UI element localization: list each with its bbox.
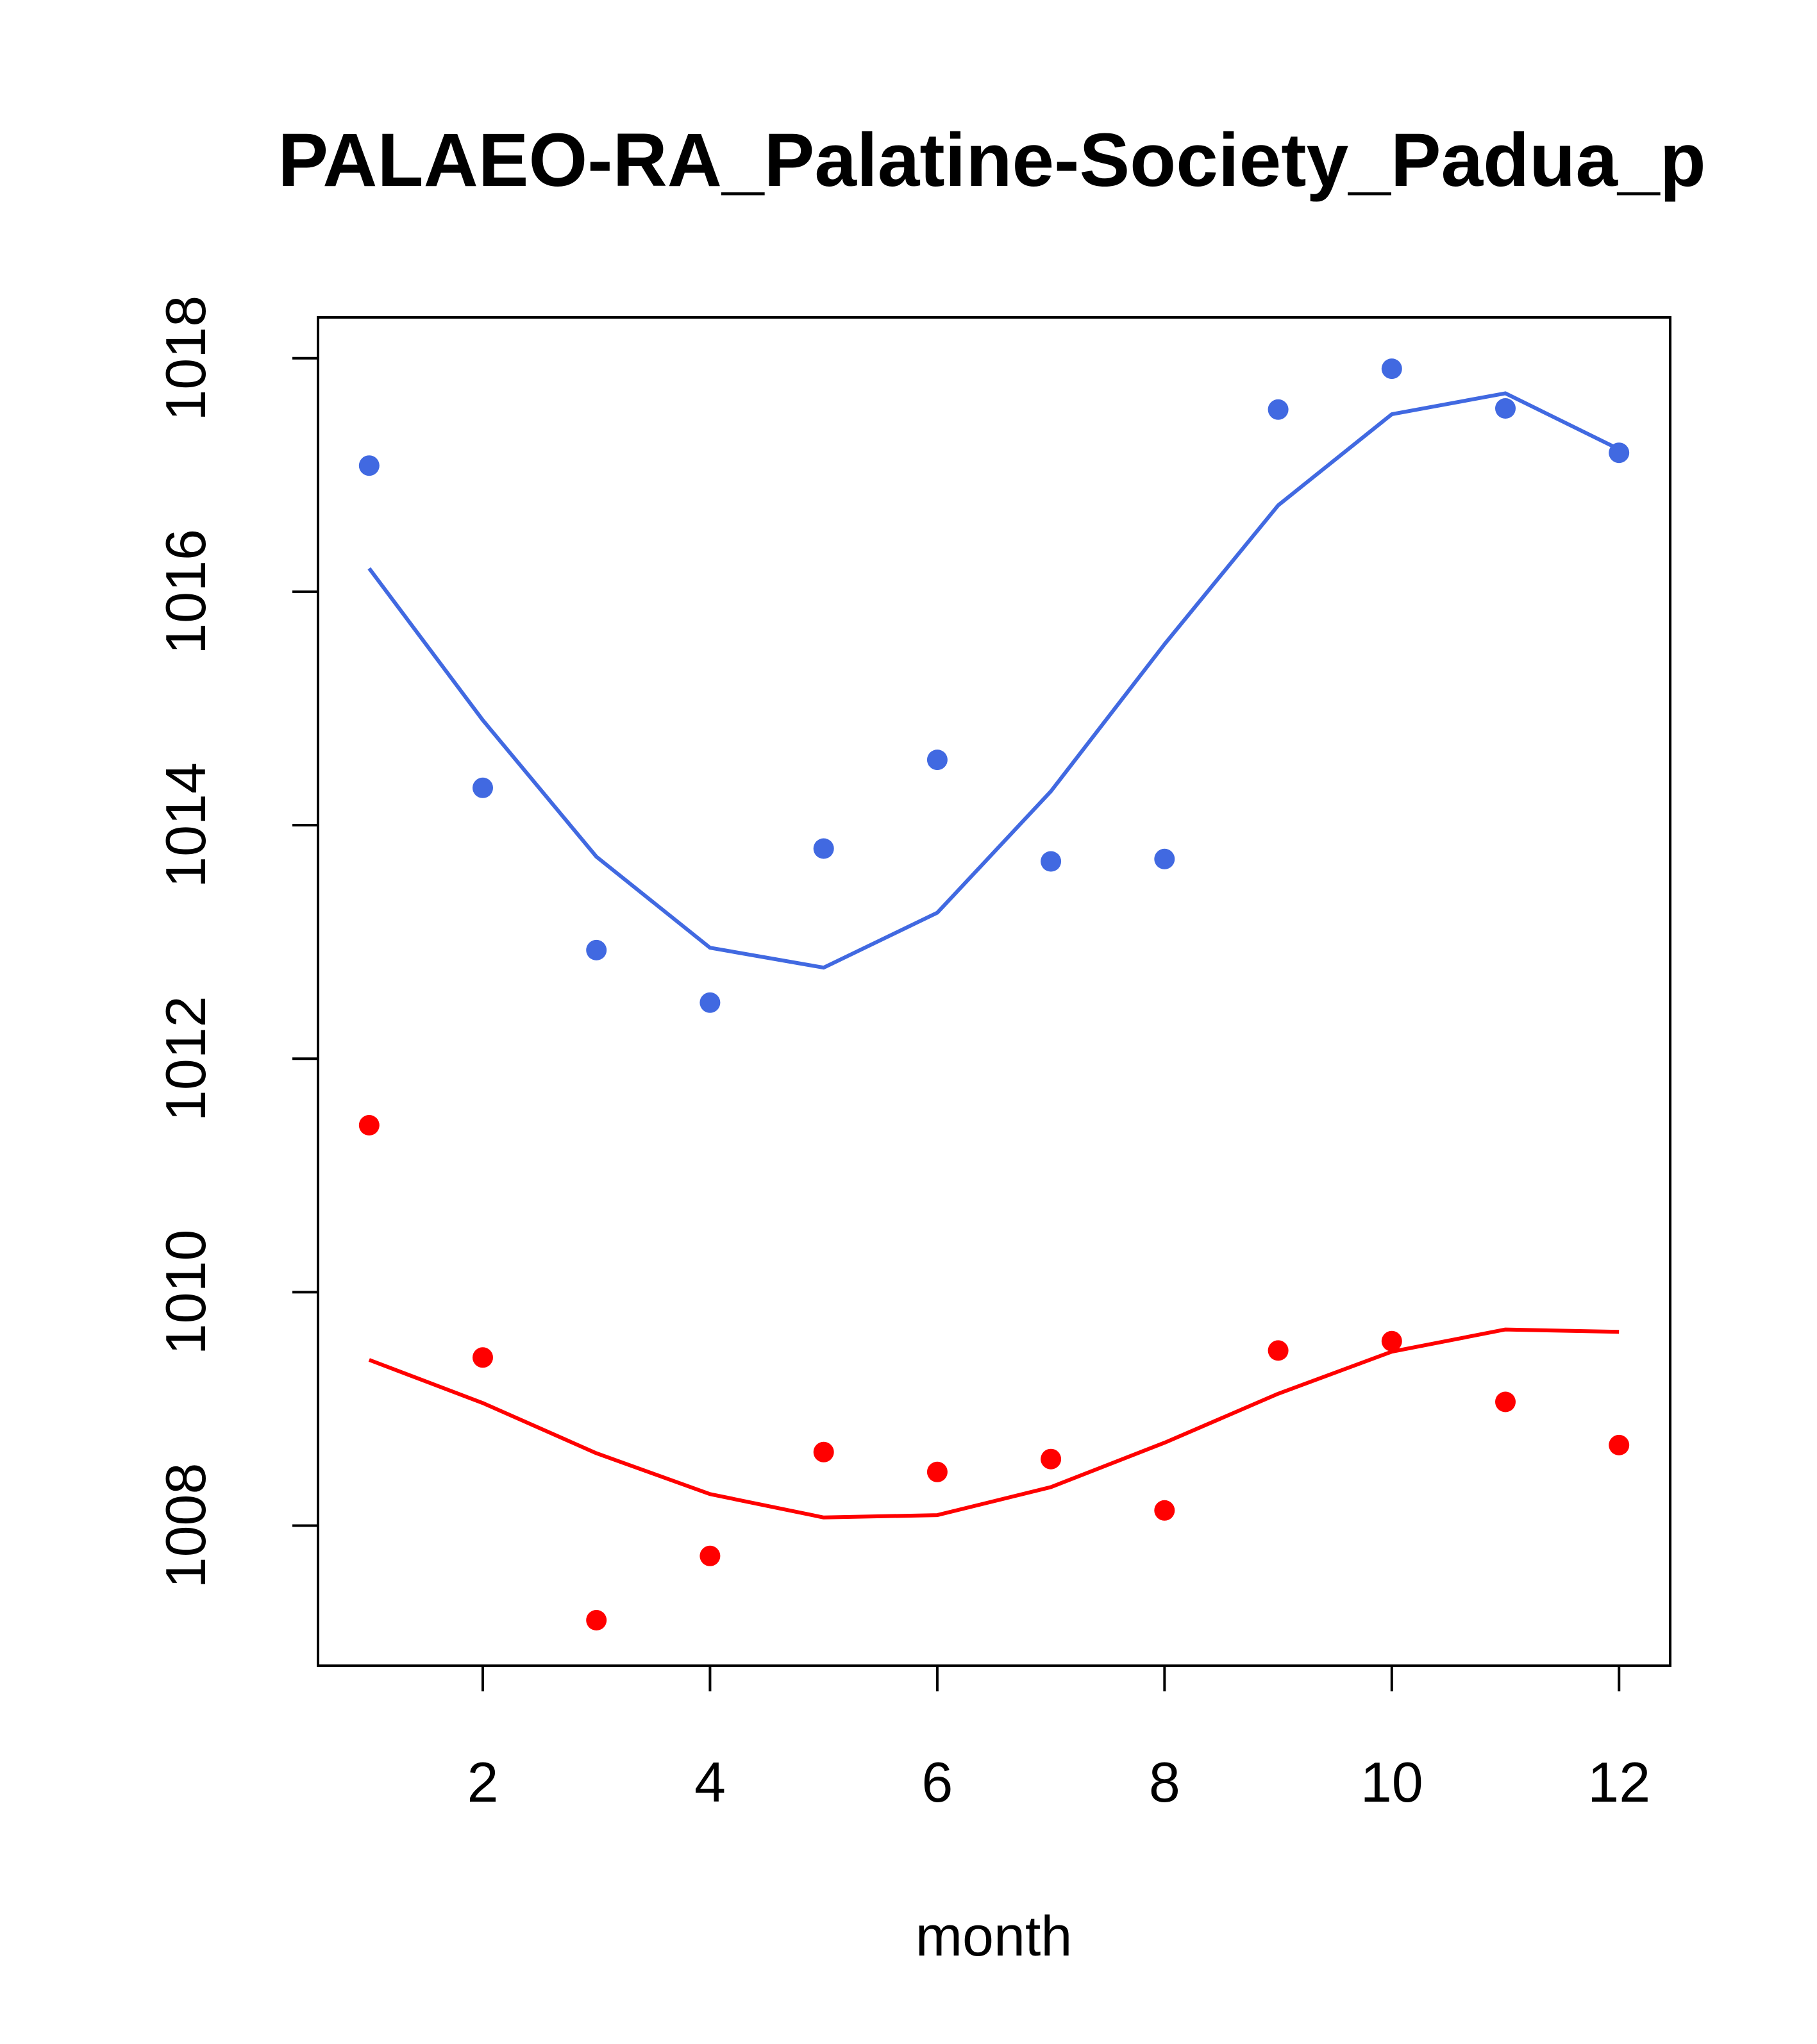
y-tick-label: 1012 bbox=[154, 996, 217, 1121]
series-lower-point bbox=[813, 1441, 834, 1462]
series-upper-point bbox=[699, 992, 721, 1013]
y-tick-label: 1014 bbox=[154, 762, 217, 888]
series-upper-point bbox=[926, 750, 948, 771]
series-upper-line bbox=[367, 391, 1620, 970]
x-tick-label: 6 bbox=[921, 1750, 953, 1814]
series-lower-point bbox=[1495, 1391, 1516, 1412]
y-tick-label: 1016 bbox=[154, 529, 217, 655]
y-tick-label: 1010 bbox=[154, 1230, 217, 1355]
series-lower-point bbox=[1154, 1500, 1175, 1521]
series-upper-point bbox=[1495, 398, 1516, 419]
chart-title: PALAEO-RA_Palatine-Society_Padua_p bbox=[278, 118, 1705, 203]
series-lower-point bbox=[473, 1347, 493, 1368]
series-upper-point bbox=[1268, 399, 1289, 420]
series-upper-point bbox=[473, 777, 493, 798]
x-axis: 2 4 6 8 10 12 bbox=[467, 1664, 1650, 1814]
x-tick-label: 12 bbox=[1587, 1750, 1650, 1814]
x-axis-title: month bbox=[916, 1904, 1073, 1968]
series-upper-point bbox=[358, 455, 380, 476]
x-tick-label: 2 bbox=[467, 1750, 499, 1814]
series-lower-point bbox=[1609, 1434, 1630, 1455]
x-tick-label: 10 bbox=[1361, 1750, 1423, 1814]
y-axis: 1008 1010 1012 1014 1016 1018 bbox=[154, 296, 319, 1589]
series-upper-point bbox=[1041, 851, 1062, 872]
series-lower-point bbox=[358, 1115, 380, 1135]
y-tick-label: 1018 bbox=[154, 296, 217, 421]
series-upper-point bbox=[1154, 848, 1175, 869]
series-lower-line bbox=[368, 1327, 1620, 1520]
series-lower-point bbox=[1381, 1330, 1402, 1352]
series-lower-point bbox=[586, 1610, 607, 1630]
plot-layer bbox=[358, 358, 1630, 1630]
x-tick-label: 8 bbox=[1149, 1750, 1180, 1814]
y-tick-label: 1008 bbox=[154, 1463, 217, 1589]
series-upper-point bbox=[813, 838, 834, 859]
series-lower-point bbox=[1268, 1340, 1289, 1361]
x-tick-label: 4 bbox=[694, 1750, 726, 1814]
series-lower-point bbox=[926, 1461, 948, 1482]
series-upper-point bbox=[1609, 442, 1630, 464]
series-upper-point bbox=[1381, 358, 1402, 380]
series-upper-point bbox=[586, 939, 607, 960]
series-lower-point bbox=[1041, 1448, 1062, 1470]
series-lower-point bbox=[699, 1545, 721, 1566]
